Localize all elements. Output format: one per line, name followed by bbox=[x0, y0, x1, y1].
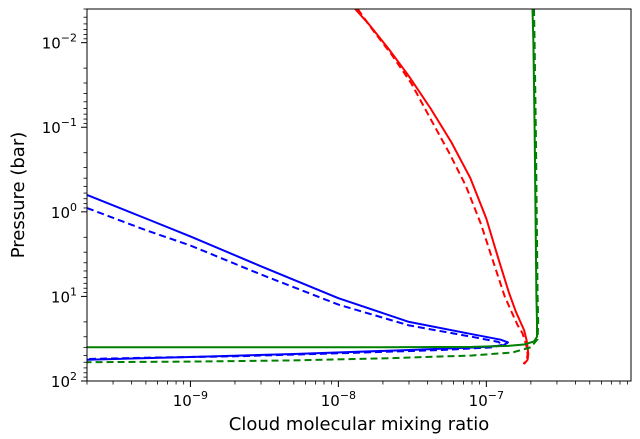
x-axis-label: Cloud molecular mixing ratio bbox=[229, 414, 489, 435]
series-line-3 bbox=[87, 207, 505, 360]
plot-frame bbox=[86, 8, 632, 382]
y-tick-label-0: 10−2 bbox=[42, 32, 77, 53]
y-tick-label-2: 100 bbox=[51, 201, 77, 222]
x-tick-label-1: 10−8 bbox=[321, 389, 356, 410]
y-axis-label: Pressure (bar) bbox=[8, 132, 29, 258]
y-tick-label-4: 102 bbox=[51, 370, 77, 391]
y-tick-label-3: 101 bbox=[51, 285, 77, 306]
series-layer bbox=[87, 9, 540, 365]
x-tick-label-2: 10−7 bbox=[469, 389, 504, 410]
x-tick-label-0: 10−9 bbox=[173, 389, 208, 410]
y-tick-label-1: 10−1 bbox=[42, 116, 77, 137]
series-line-5 bbox=[87, 9, 540, 364]
plot-area bbox=[87, 9, 631, 381]
series-line-4 bbox=[87, 9, 538, 349]
